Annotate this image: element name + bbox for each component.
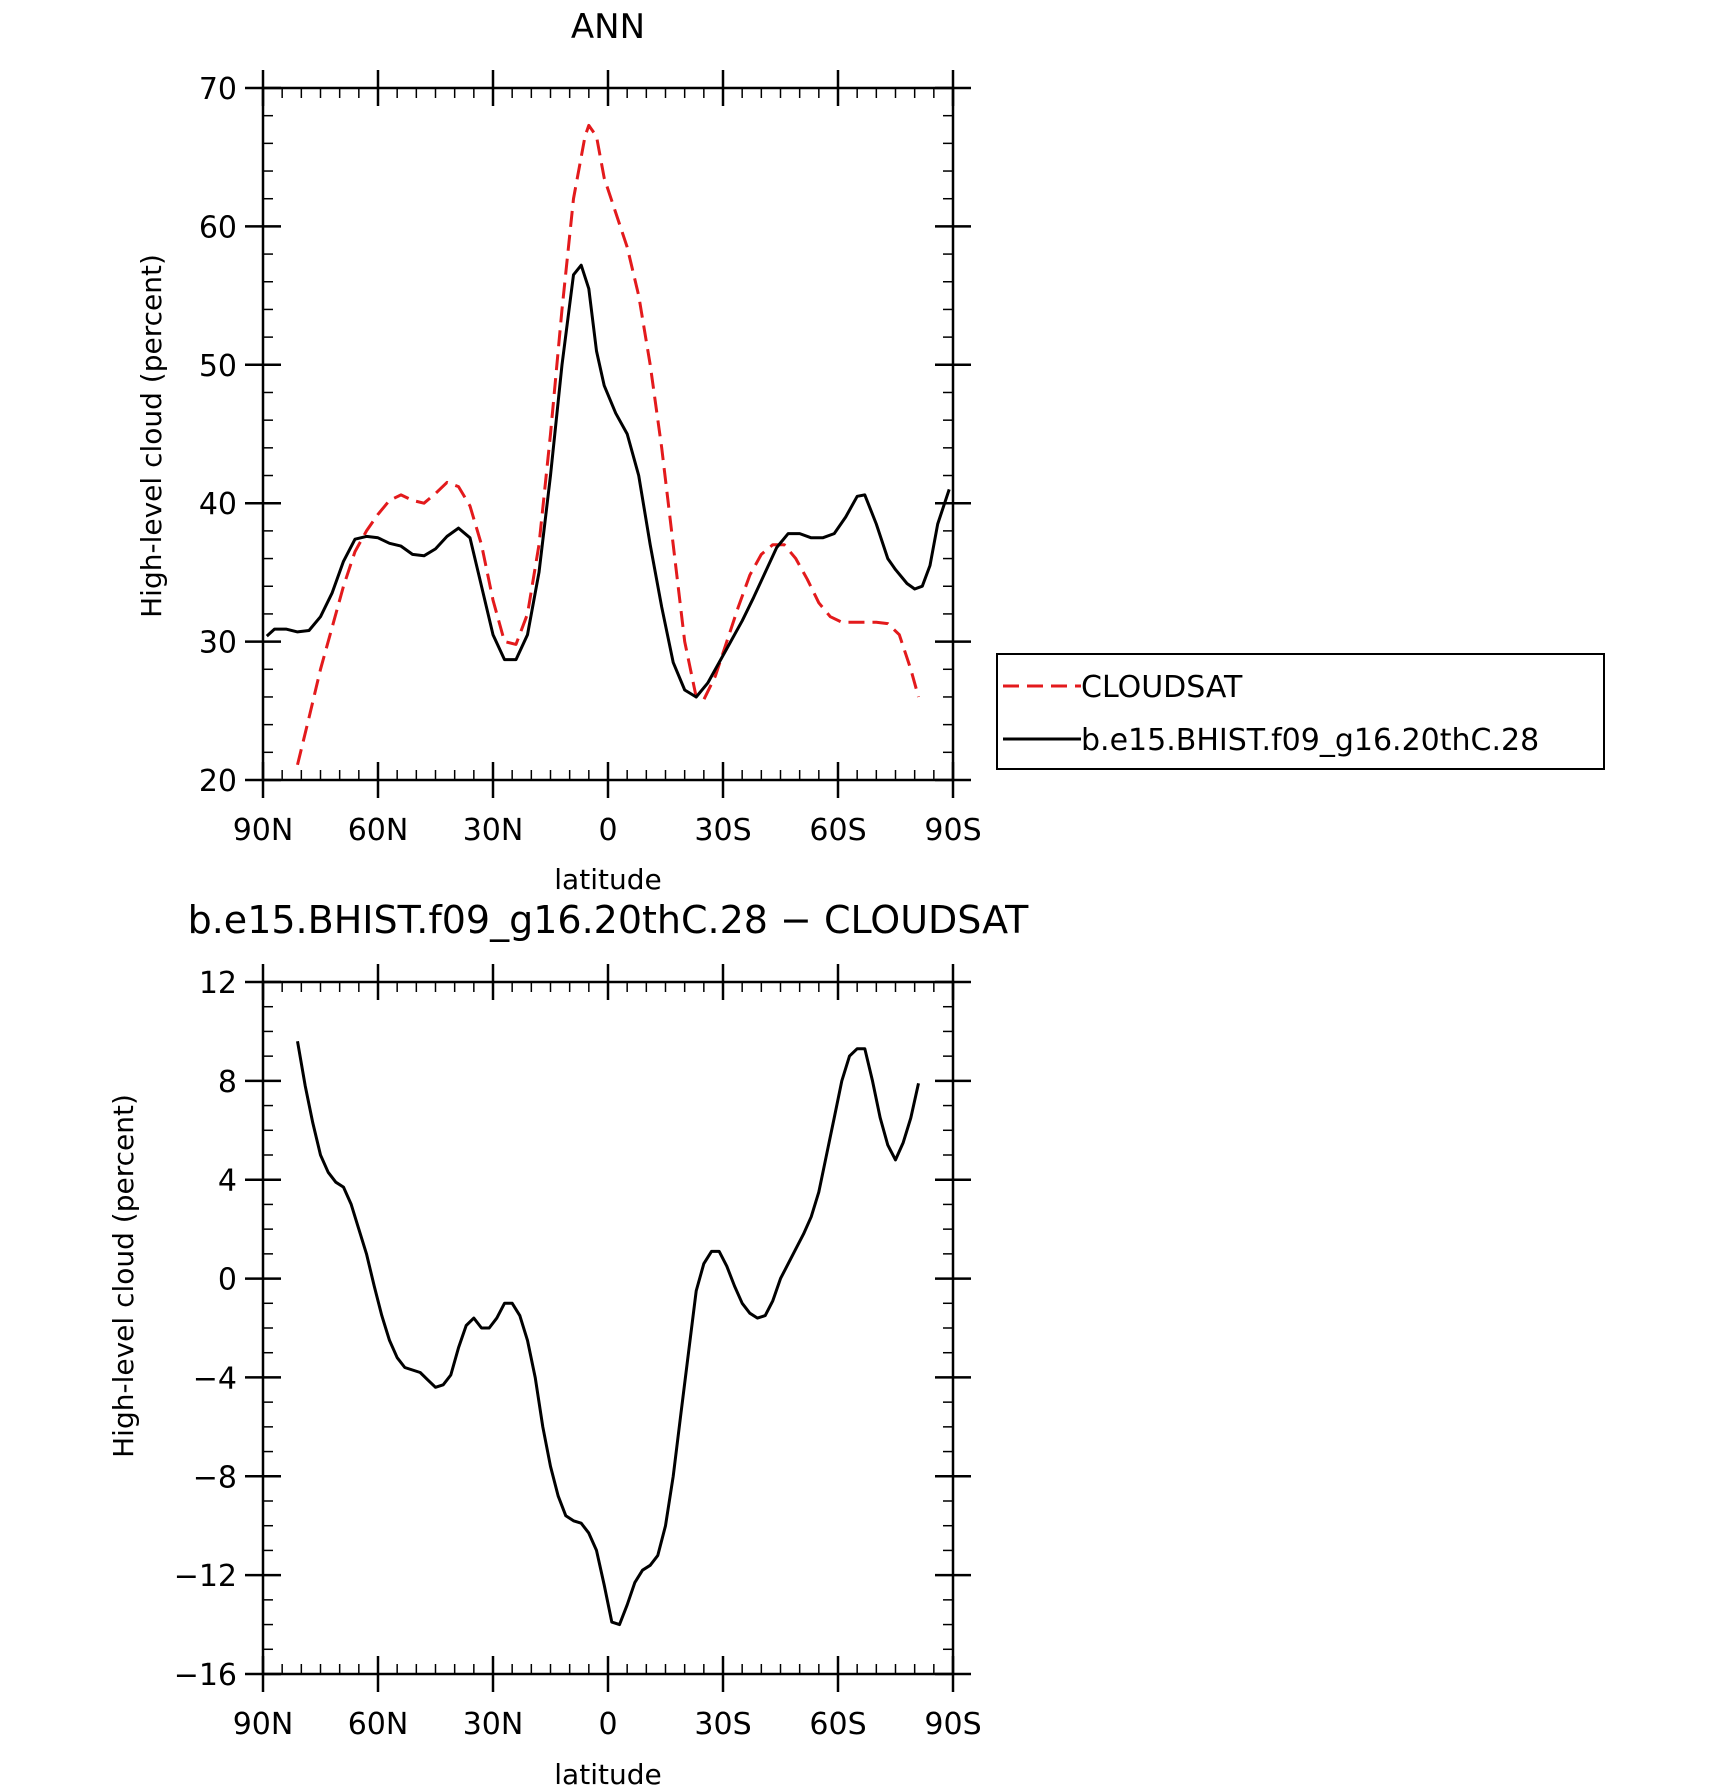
x-tick-label: 30N xyxy=(463,813,524,848)
x-tick-label: 0 xyxy=(598,1707,617,1742)
chart-title: b.e15.BHIST.f09_g16.20thC.28 − CLOUDSAT xyxy=(188,898,1030,942)
y-tick-label: −16 xyxy=(174,1658,237,1693)
y-tick-label: 20 xyxy=(199,764,237,799)
y-tick-label: 8 xyxy=(218,1065,237,1100)
x-axis-label: latitude xyxy=(554,863,661,896)
y-axis-label: High-level cloud (percent) xyxy=(135,254,168,618)
legend-label-cloudsat: CLOUDSAT xyxy=(1081,670,1243,705)
x-tick-label: 90S xyxy=(924,813,981,848)
y-tick-label: −8 xyxy=(193,1460,237,1495)
bottom-panel: b.e15.BHIST.f09_g16.20thC.28 − CLOUDSAT … xyxy=(107,898,1029,1789)
y-tick-label: 70 xyxy=(199,72,237,107)
legend-label-model: b.e15.BHIST.f09_g16.20thC.28 xyxy=(1081,723,1539,758)
x-tick-label: 0 xyxy=(598,813,617,848)
y-tick-label: 0 xyxy=(218,1263,237,1298)
x-tick-label: 90N xyxy=(233,813,294,848)
y-tick-label: 40 xyxy=(199,487,237,522)
plot-frame xyxy=(261,980,955,1676)
y-tick-label: 30 xyxy=(199,626,237,661)
legend: CLOUDSAT b.e15.BHIST.f09_g16.20thC.28 xyxy=(996,653,1605,770)
x-tick-label: 60N xyxy=(348,1707,409,1742)
legend-box xyxy=(996,653,1605,770)
y-tick-label: 50 xyxy=(199,349,237,384)
series-line-1 xyxy=(296,123,920,766)
plot-area: 20 30 40 50 60 70 90N 60N 30N 0 30S 60S 90S xyxy=(199,70,982,848)
chart-title: ANN xyxy=(571,7,645,47)
x-tick-label: 60S xyxy=(809,813,866,848)
top-panel: ANN 20 30 40 50 60 70 90N 60N 30N 0 30S 60S 90S lati… xyxy=(135,7,1605,896)
y-tick-label: 4 xyxy=(218,1164,237,1199)
x-tick-label: 30S xyxy=(694,813,751,848)
y-tick-label: −4 xyxy=(193,1361,237,1396)
y-tick-label: 60 xyxy=(199,210,237,245)
plot-area: −16 −12 −8 −4 0 4 8 12 90N 60N 30N 0 30S 60S 90S xyxy=(174,964,982,1742)
x-tick-label: 60S xyxy=(809,1707,866,1742)
x-tick-label: 30S xyxy=(694,1707,751,1742)
x-axis-label: latitude xyxy=(554,1758,661,1789)
y-axis-label: High-level cloud (percent) xyxy=(107,1094,140,1458)
series-line-1 xyxy=(296,1041,920,1627)
y-tick-label: 12 xyxy=(199,966,237,1001)
x-tick-label: 90N xyxy=(233,1707,294,1742)
series-line-2 xyxy=(265,263,951,699)
x-tick-label: 60N xyxy=(348,813,409,848)
y-tick-label: −12 xyxy=(174,1559,237,1594)
x-tick-label: 90S xyxy=(924,1707,981,1742)
x-tick-label: 30N xyxy=(463,1707,524,1742)
